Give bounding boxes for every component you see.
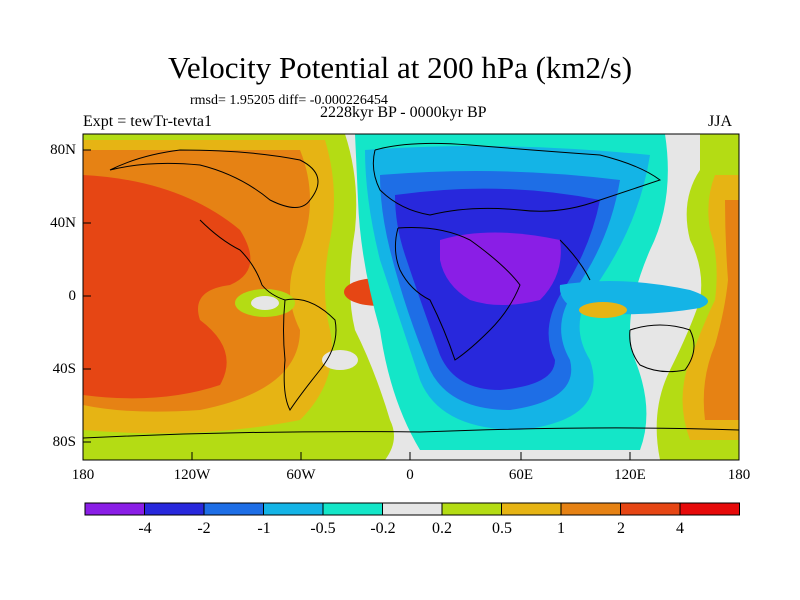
colorbar-box-1 [144,502,205,516]
velocity-potential-field [83,134,739,460]
lat-label-0: 0 [68,288,77,304]
time-period-label: 2228kyr BP - 0000kyr BP [320,104,487,121]
colorbar-box-6 [441,502,502,516]
colorbar-box-8 [560,502,621,516]
east-positive-1-region [703,200,739,420]
lon-label-180-left: 180 [71,467,95,483]
colorbar-box-5 [382,502,443,516]
rmsd-diff-stats: rmsd= 1.95205 diff= -0.000226454 [190,93,388,108]
india-coast [559,239,591,281]
season-label: JJA [708,113,733,130]
colorbar-label-4: 4 [676,520,684,537]
lon-label-60e: 60E [508,467,534,483]
colorbar-label-0.5: 0.5 [492,520,512,537]
south-atlantic-patch [322,350,358,370]
colorbar-box-0 [84,502,145,516]
colorbar [84,502,740,516]
lon-label-180-right: 180 [727,467,751,483]
map-title: Velocity Potential at 200 hPa (km2/s) [167,50,633,85]
axis-ticks [83,149,631,460]
lon-label-120w: 120W [173,467,211,483]
colorbar-label-minus-2: -2 [197,520,211,537]
north-america-coast [109,149,319,208]
positive-2-region [83,175,251,399]
colorbar-label-minus-0.5: -0.5 [310,520,336,537]
negative-4-region [440,232,561,305]
colorbar-box-7 [501,502,562,516]
lat-label-40n: 40N [50,215,76,231]
colorbar-label-1: 1 [557,520,565,537]
maritime-positive-patch [579,302,627,318]
eurasia-coast [372,142,662,216]
lat-label-80s: 80S [52,434,76,450]
colorbar-box-9 [620,502,681,516]
africa-coast [394,227,521,361]
australia-coast [629,324,695,373]
colorbar-box-4 [322,502,383,516]
colorbar-label-minus-1: -1 [257,520,271,537]
colorbar-label-minus-0.2: -0.2 [370,520,396,537]
lon-label-120e: 120E [614,467,646,483]
lat-label-40s: 40S [52,361,76,377]
colorbar-label-0.2: 0.2 [432,520,452,537]
colorbar-box-10 [679,502,740,516]
south-america-coast [283,298,337,411]
map-frame [82,133,740,461]
colorbar-label-2: 2 [617,520,625,537]
lon-label-0: 0 [406,467,414,483]
lat-label-80n: 80N [50,142,76,158]
central-america-coast [199,219,286,301]
lon-label-60w: 60W [286,467,316,483]
experiment-label: Expt = tewTr-tevta1 [83,113,212,130]
coastlines [83,142,739,439]
colorbar-box-2 [203,502,264,516]
colorbar-label-minus-4: -4 [138,520,152,537]
antarctica-coast [83,427,739,439]
near-zero-patch [251,296,279,310]
colorbar-box-3 [263,502,324,516]
